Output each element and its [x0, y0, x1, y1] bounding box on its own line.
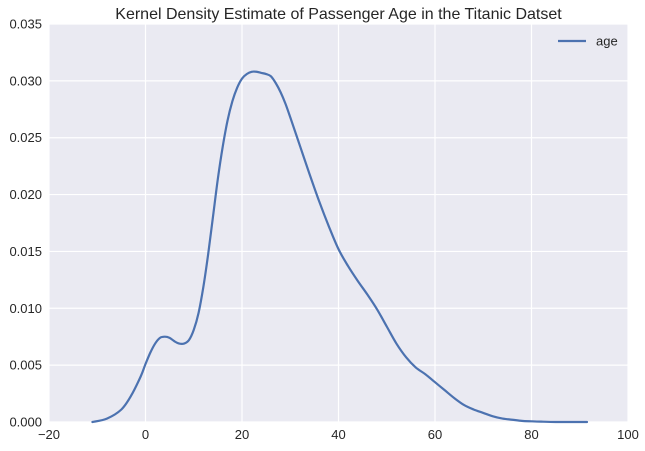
x-tick-label: 20 [235, 427, 249, 442]
legend: age [558, 34, 618, 49]
y-tick-labels: 0.000 0.005 0.010 0.015 0.020 0.025 0.030 0.035 [9, 17, 42, 430]
legend-label: age [596, 34, 618, 49]
series-layer [91, 70, 589, 424]
y-tick-label: 0.020 [9, 187, 42, 202]
x-tick-label: 100 [617, 427, 639, 442]
y-tick-label: 0.025 [9, 130, 42, 145]
y-tick-label: 0.035 [9, 17, 42, 32]
x-tick-label: 40 [331, 427, 345, 442]
y-tick-label: 0.030 [9, 73, 42, 88]
y-tick-label: 0.015 [9, 244, 42, 259]
x-tick-labels: −20 0 20 40 60 80 100 [38, 427, 639, 442]
x-tick-label: 80 [524, 427, 538, 442]
x-gridlines [48, 24, 629, 422]
y-tick-label: 0.010 [9, 301, 42, 316]
chart-title: Kernel Density Estimate of Passenger Age… [115, 6, 562, 23]
x-tick-label: 0 [142, 427, 149, 442]
x-tick-label: −20 [38, 427, 60, 442]
x-tick-label: 60 [428, 427, 442, 442]
y-tick-label: 0.005 [9, 358, 42, 373]
y-tick-label: 0.000 [9, 415, 42, 430]
series-line-age [91, 70, 589, 424]
